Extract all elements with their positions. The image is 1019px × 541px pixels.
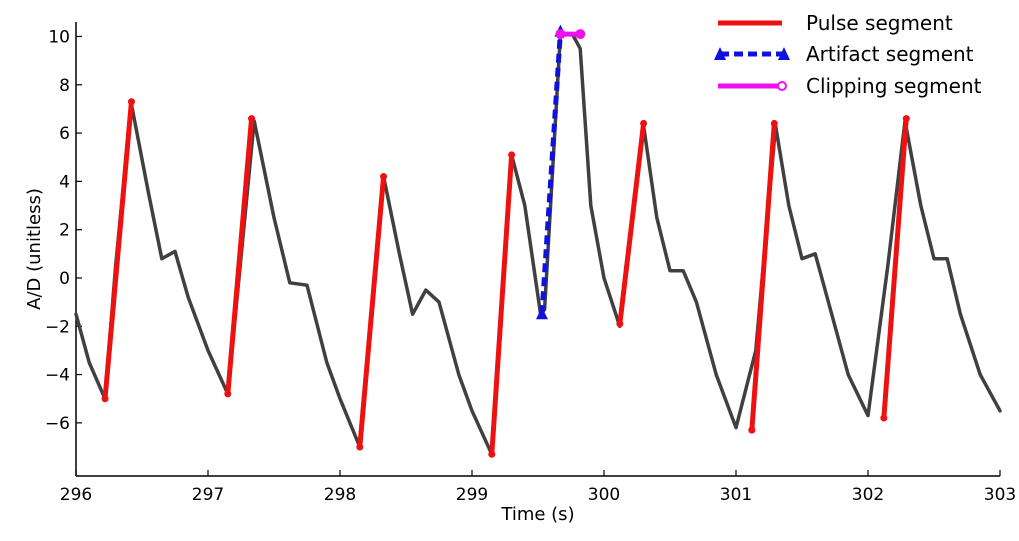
y-tick-label: 6 (59, 124, 70, 144)
pulse-segment-end-marker (248, 115, 256, 123)
axes (75, 22, 1000, 477)
legend-label: Pulse segment (806, 11, 953, 35)
y-tick-label: 2 (59, 221, 70, 241)
legend-marker-clipping (777, 81, 787, 91)
pulse-segment-start-marker (356, 443, 364, 451)
y-tick-label: 4 (59, 172, 70, 192)
y-tick-label: 8 (59, 76, 70, 96)
x-tick-label: 302 (852, 485, 884, 505)
x-axis-title: Time (s) (500, 504, 574, 525)
legend: Pulse segment Artifact segment Clipping se… (714, 11, 982, 98)
y-tick-label: −6 (45, 414, 70, 434)
x-tick-label: 299 (456, 485, 488, 505)
pulse-segment-end-marker (380, 173, 388, 181)
x-tick-label: 296 (60, 485, 92, 505)
y-tick-label: 10 (48, 27, 70, 47)
legend-label: Clipping segment (806, 74, 982, 98)
pulse-segment-start-marker (880, 414, 888, 422)
clipping-marker (575, 29, 586, 40)
pulse-segment-start-marker (488, 450, 496, 458)
pulse-segment (489, 152, 515, 457)
pulse-segment (617, 120, 647, 327)
pulse-segment-start-marker (616, 320, 624, 328)
pulse-segment (881, 116, 909, 421)
pulse-segment-end-marker (640, 119, 648, 127)
artifact-marker (535, 307, 548, 320)
y-axis-title: A/D (unitless) (24, 188, 45, 310)
pulse-segment-start-marker (748, 426, 756, 434)
legend-marker-artifact (778, 47, 790, 60)
y-tick-label: 0 (59, 269, 70, 289)
pulse-segment-start-marker (224, 390, 232, 398)
x-tick-label: 300 (588, 485, 620, 505)
legend-marker-artifact (714, 47, 726, 60)
pulse-segment (749, 120, 777, 433)
pulse-segment-start-marker (101, 395, 109, 403)
artifact-segment (539, 31, 563, 315)
pulse-segment (357, 174, 387, 450)
x-tick-label: 303 (984, 485, 1016, 505)
pulse-segment-end-marker (508, 151, 516, 159)
pulse-segment (225, 116, 255, 397)
y-tick-label: −4 (45, 366, 70, 386)
ticks: 296 297 298 299 300 301 302 303 10 8 6 4 2 0 −2 −4 −6 (45, 27, 1016, 505)
pulse-segment-end-marker (770, 119, 778, 127)
x-tick-label: 298 (324, 485, 356, 505)
pulse-segment (102, 99, 134, 402)
plot-area (74, 24, 1002, 458)
pulse-segment-end-marker (127, 98, 135, 106)
legend-label: Artifact segment (806, 42, 974, 66)
x-tick-label: 301 (720, 485, 752, 505)
y-tick-label: −2 (45, 317, 70, 337)
clipping-marker (555, 29, 566, 40)
x-tick-label: 297 (192, 485, 224, 505)
pulse-segment-end-marker (902, 115, 910, 123)
